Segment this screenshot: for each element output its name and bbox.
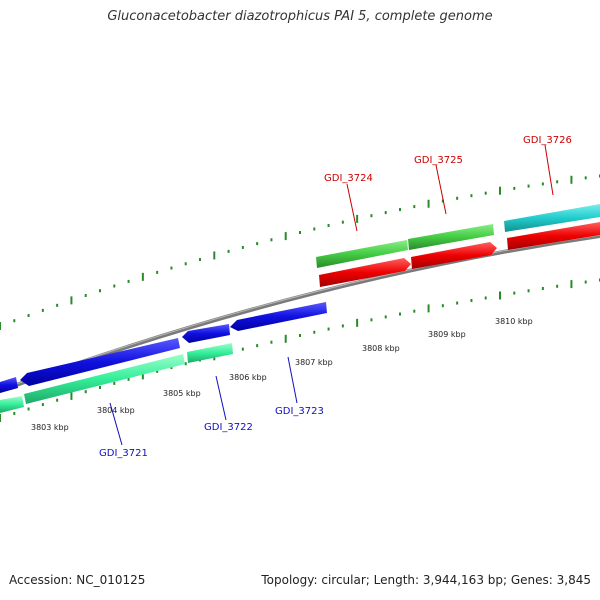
gene-arrow-gdi-3721[interactable] [20, 338, 180, 386]
gene-label-gdi-3726[interactable]: GDI_3726 [523, 135, 572, 146]
gene-labels: GDI_3721 GDI_3722 GDI_3723 GDI_3724 GDI_… [99, 135, 572, 459]
gene-arrow-gdi-3726[interactable] [507, 222, 600, 250]
kbp-label: 3808 kbp [362, 344, 400, 353]
kbp-label: 3806 kbp [229, 373, 267, 382]
accession-text: Accession: NC_010125 [9, 573, 146, 587]
kbp-label: 3809 kbp [428, 330, 466, 339]
kbp-label: 3804 kbp [97, 406, 135, 415]
gene-label-gdi-3725[interactable]: GDI_3725 [414, 155, 463, 166]
reverse-feature-track [0, 343, 233, 413]
gene-arrow-gdi-3722[interactable] [182, 324, 230, 343]
kbp-label: 3807 kbp [295, 358, 333, 367]
gene-label-gdi-3721[interactable]: GDI_3721 [99, 448, 148, 459]
gene-arrow-left-partial[interactable] [0, 377, 18, 393]
gene-arrow-gdi-3724[interactable] [319, 258, 411, 287]
kbp-label: 3810 kbp [495, 317, 533, 326]
gene-label-gdi-3722[interactable]: GDI_3722 [204, 422, 253, 433]
gene-leaders [109, 144, 554, 446]
gene-label-gdi-3724[interactable]: GDI_3724 [324, 173, 373, 184]
genome-summary-text: Topology: circular; Length: 3,944,163 bp… [261, 573, 591, 587]
forward-feature-track [316, 204, 600, 268]
outer-tick-row [0, 174, 600, 330]
gene-arrow-gdi-3725[interactable] [411, 242, 497, 269]
inner-tick-row [0, 278, 600, 422]
map-title: Gluconacetobacter diazotrophicus PAI 5, … [107, 9, 493, 24]
kbp-labels: 3803 kbp 3804 kbp 3805 kbp 3806 kbp 3807… [31, 317, 533, 432]
forward-strand-genes [319, 222, 600, 287]
gene-arrow-gdi-3723[interactable] [230, 302, 327, 331]
kbp-label: 3805 kbp [163, 389, 201, 398]
gene-label-gdi-3723[interactable]: GDI_3723 [275, 406, 324, 417]
reverse-strand-genes [0, 302, 327, 393]
kbp-label: 3803 kbp [31, 423, 69, 432]
